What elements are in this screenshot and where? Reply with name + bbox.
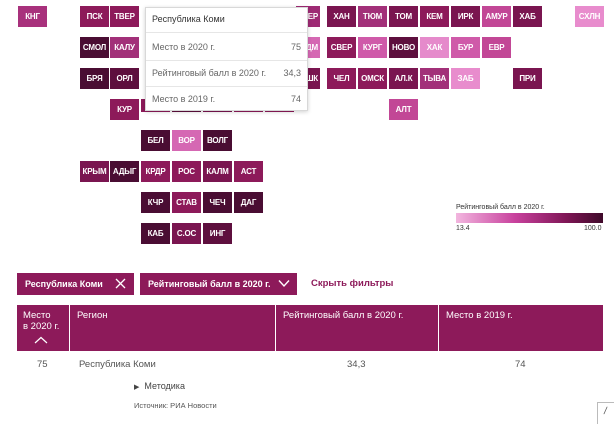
column-header-label: Место [23, 310, 51, 321]
tooltip-divider [146, 60, 307, 61]
region-tile[interactable]: КУРГ [358, 37, 387, 58]
cell-region: Республика Коми [79, 359, 156, 370]
tooltip-title: Республика Коми [152, 14, 225, 24]
region-tile[interactable]: АЛ.К [389, 68, 418, 89]
region-tooltip: Республика Коми Место в 2020 г. 75 Рейти… [145, 7, 308, 111]
region-tile[interactable]: ВОЛГ [203, 130, 232, 151]
region-tile[interactable]: ЧЕЛ [327, 68, 356, 89]
tooltip-value: 75 [290, 42, 301, 52]
resize-handle[interactable]: / [597, 402, 614, 424]
region-tile[interactable]: ДАГ [234, 192, 263, 213]
legend-title: Рейтинговый балл в 2020 г. [456, 204, 545, 211]
region-filter-label: Республика Коми [25, 279, 103, 289]
region-tile[interactable]: ТВЕР [110, 6, 139, 27]
tooltip-value: 74 [290, 94, 301, 104]
region-tile[interactable]: ХАН [327, 6, 356, 27]
region-tile[interactable]: СМОЛ [80, 37, 109, 58]
tooltip-row: Рейтинговый балл в 2020 г. 34,3 [152, 68, 301, 78]
hide-filters-link[interactable]: Скрыть фильтры [311, 278, 394, 289]
region-tile[interactable]: ХАК [420, 37, 449, 58]
table-header: Место в 2020 г. Регион Рейтинговый балл … [17, 305, 603, 351]
sort-arrow-icon[interactable] [34, 336, 48, 347]
region-tile[interactable]: ТЮМ [358, 6, 387, 27]
region-tile[interactable]: КРДР [141, 161, 170, 182]
region-tile[interactable]: ЗАБ [451, 68, 480, 89]
region-tile[interactable]: ХАБ [513, 6, 542, 27]
methodology-toggle[interactable]: ▶ Методика [134, 381, 185, 391]
region-tile[interactable]: КАБ [141, 223, 170, 244]
region-tile[interactable]: СХЛН [575, 6, 604, 27]
close-icon[interactable] [115, 278, 126, 291]
region-tile[interactable]: КЕМ [420, 6, 449, 27]
region-filter-button[interactable]: Республика Коми [17, 273, 134, 295]
cell-rank-2020: 75 [37, 359, 48, 370]
region-tile[interactable]: РОС [172, 161, 201, 182]
region-tile[interactable]: БЕЛ [141, 130, 170, 151]
region-tile[interactable]: КАЛУ [110, 37, 139, 58]
column-header-rank-2019[interactable]: Место в 2019 г. [438, 305, 603, 351]
cell-score-2020: 34,3 [347, 359, 366, 370]
tooltip-label: Место в 2020 г. [152, 42, 216, 52]
resize-icon: / [603, 406, 608, 417]
triangle-right-icon: ▶ [134, 384, 140, 391]
tooltip-divider [146, 32, 307, 33]
region-tile[interactable]: КУР [110, 99, 139, 120]
region-tile[interactable]: ПРИ [513, 68, 542, 89]
column-header-label: Рейтинговый балл в 2020 г. [283, 310, 404, 321]
legend-min: 13.4 [456, 225, 470, 232]
legend-max: 100.0 [584, 225, 602, 232]
region-tile[interactable]: ВОР [172, 130, 201, 151]
column-header-label: Место в 2019 г. [446, 310, 513, 321]
region-tile[interactable]: ЕВР [482, 37, 511, 58]
tooltip-divider [146, 86, 307, 87]
region-tile[interactable]: ТОМ [389, 6, 418, 27]
metric-select[interactable]: Рейтинговый балл в 2020 г. [140, 273, 297, 295]
region-tile[interactable]: АДЫГ [110, 161, 139, 182]
column-header-label: Регион [77, 310, 108, 321]
region-tile[interactable]: ЧЕЧ [203, 192, 232, 213]
cell-rank-2019: 74 [515, 359, 526, 370]
tooltip-value: 34,3 [283, 68, 301, 78]
region-tile[interactable]: КНГ [18, 6, 47, 27]
column-header-score-2020[interactable]: Рейтинговый балл в 2020 г. [275, 305, 438, 351]
region-tile[interactable]: КРЫМ [80, 161, 109, 182]
region-tile[interactable]: АМУР [482, 6, 511, 27]
region-tile[interactable]: ОМСК [358, 68, 387, 89]
region-tile[interactable]: КЧР [141, 192, 170, 213]
region-tile[interactable]: АЛТ [389, 99, 418, 120]
region-tile[interactable]: БРЯ [80, 68, 109, 89]
tooltip-label: Рейтинговый балл в 2020 г. [152, 68, 267, 78]
region-tile[interactable]: ОРЛ [110, 68, 139, 89]
region-tile[interactable]: БУР [451, 37, 480, 58]
tooltip-row: Место в 2019 г. 74 [152, 94, 301, 104]
region-tile[interactable]: ИРК [451, 6, 480, 27]
region-tile[interactable]: СВЕР [327, 37, 356, 58]
region-tile[interactable]: ТЫВА [420, 68, 449, 89]
region-tile[interactable]: ИНГ [203, 223, 232, 244]
tooltip-label: Место в 2019 г. [152, 94, 216, 104]
column-header-region[interactable]: Регион [69, 305, 275, 351]
region-tile[interactable]: АСТ [234, 161, 263, 182]
region-tile[interactable]: КАЛМ [203, 161, 232, 182]
region-tile[interactable]: СТАВ [172, 192, 201, 213]
chevron-down-icon [278, 279, 290, 290]
tooltip-row: Место в 2020 г. 75 [152, 42, 301, 52]
source-credit: Источник: РИА Новости [134, 401, 217, 410]
region-tile[interactable]: С.ОС [172, 223, 201, 244]
methodology-label: Методика [144, 381, 185, 391]
legend-gradient [456, 213, 603, 223]
column-header-rank-2020[interactable]: Место в 2020 г. [17, 305, 69, 351]
metric-select-label: Рейтинговый балл в 2020 г. [148, 279, 271, 289]
region-tile[interactable]: НОВО [389, 37, 418, 58]
region-tile[interactable]: ПСК [80, 6, 109, 27]
column-header-label: в 2020 г. [23, 321, 60, 332]
